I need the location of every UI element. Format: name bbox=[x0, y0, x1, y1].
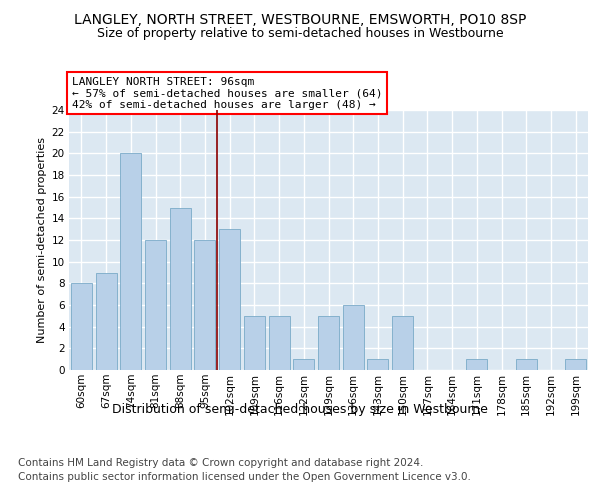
Text: Contains public sector information licensed under the Open Government Licence v3: Contains public sector information licen… bbox=[18, 472, 471, 482]
Bar bbox=[145, 240, 166, 370]
Text: Distribution of semi-detached houses by size in Westbourne: Distribution of semi-detached houses by … bbox=[112, 402, 488, 415]
Bar bbox=[244, 316, 265, 370]
Text: Size of property relative to semi-detached houses in Westbourne: Size of property relative to semi-detach… bbox=[97, 28, 503, 40]
Bar bbox=[392, 316, 413, 370]
Text: LANGLEY NORTH STREET: 96sqm
← 57% of semi-detached houses are smaller (64)
42% o: LANGLEY NORTH STREET: 96sqm ← 57% of sem… bbox=[71, 77, 382, 110]
Bar bbox=[95, 272, 116, 370]
Y-axis label: Number of semi-detached properties: Number of semi-detached properties bbox=[37, 137, 47, 343]
Text: LANGLEY, NORTH STREET, WESTBOURNE, EMSWORTH, PO10 8SP: LANGLEY, NORTH STREET, WESTBOURNE, EMSWO… bbox=[74, 12, 526, 26]
Bar bbox=[71, 284, 92, 370]
Bar bbox=[194, 240, 215, 370]
Bar bbox=[219, 229, 240, 370]
Bar bbox=[120, 154, 141, 370]
Bar bbox=[516, 359, 537, 370]
Bar bbox=[466, 359, 487, 370]
Bar bbox=[565, 359, 586, 370]
Bar bbox=[367, 359, 388, 370]
Bar bbox=[293, 359, 314, 370]
Text: Contains HM Land Registry data © Crown copyright and database right 2024.: Contains HM Land Registry data © Crown c… bbox=[18, 458, 424, 468]
Bar bbox=[318, 316, 339, 370]
Bar bbox=[269, 316, 290, 370]
Bar bbox=[170, 208, 191, 370]
Bar bbox=[343, 305, 364, 370]
